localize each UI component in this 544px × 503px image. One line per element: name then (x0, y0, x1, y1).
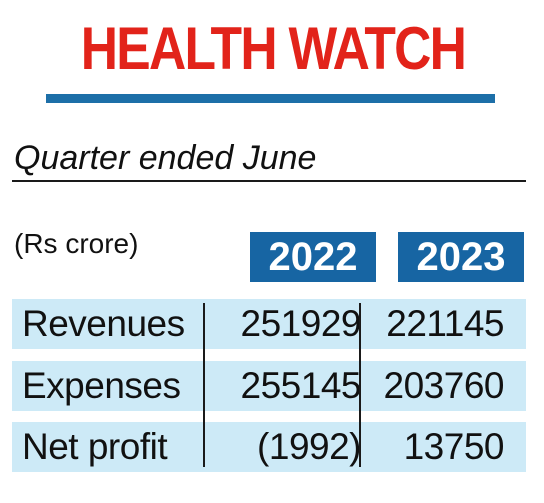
column-header-2023: 2023 (398, 232, 524, 282)
column-header-2022: 2022 (250, 232, 376, 282)
column-divider (359, 303, 361, 467)
title-underline (46, 94, 495, 103)
cell-2022: (1992) (257, 426, 361, 467)
table-row-expenses: Expenses 255145 203760 (12, 361, 526, 411)
row-label: Expenses (22, 365, 181, 406)
row-label: Revenues (22, 303, 185, 344)
table-subtitle: Quarter ended June (14, 139, 317, 177)
cell-2023: 221145 (386, 303, 504, 344)
unit-label: (Rs crore) (14, 228, 139, 259)
cell-2023: 13750 (403, 426, 505, 467)
subtitle-divider (12, 180, 526, 182)
cell-2022: 255145 (240, 365, 362, 406)
cell-2023: 203760 (383, 365, 505, 406)
cell-2022: 251929 (240, 303, 362, 344)
table-row-net-profit: Net profit (1992) 13750 (12, 422, 526, 472)
column-divider (203, 303, 205, 467)
row-label: Net profit (22, 426, 168, 467)
page-title: HEALTH WATCH (80, 15, 467, 82)
table-row-revenues: Revenues 251929 221145 (12, 299, 526, 349)
